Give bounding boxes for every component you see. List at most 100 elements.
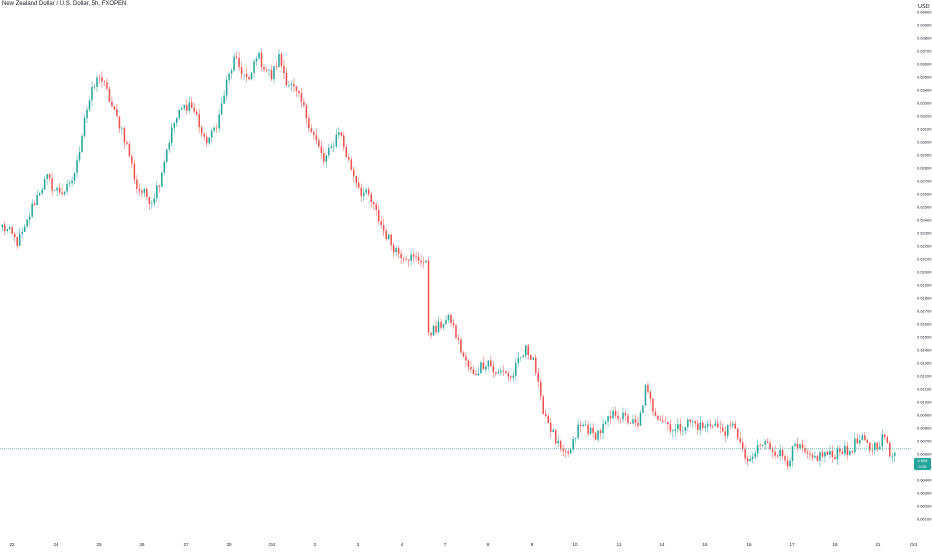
candle-down [826, 452, 829, 455]
candle-up [714, 423, 717, 426]
candle-down [455, 325, 457, 338]
candle-up [183, 105, 186, 109]
candle-down [614, 410, 617, 416]
candle-down [759, 445, 761, 446]
y-tick-label: 0.62100 [917, 257, 932, 262]
candle-down [185, 105, 188, 111]
candle-down [106, 82, 108, 89]
candle-down [238, 57, 240, 68]
candle-down [283, 65, 285, 74]
y-tick-label: 0.63700 [917, 49, 932, 54]
candle-down [746, 458, 749, 462]
candle-down [260, 52, 263, 68]
y-tick-label: 0.60100 [917, 517, 932, 522]
candle-up [432, 325, 435, 336]
candle-up [874, 442, 876, 451]
candle-down [360, 187, 363, 196]
candle-up [66, 183, 68, 192]
candle-up [81, 136, 83, 152]
candle-up [233, 56, 235, 71]
candle-down [599, 430, 602, 434]
candle-down [101, 77, 103, 82]
candle-down [108, 88, 111, 102]
candle-down [320, 146, 323, 153]
candle-down [809, 453, 811, 455]
candle-up [819, 452, 821, 461]
candle-down [215, 127, 218, 129]
candle-up [557, 440, 559, 444]
candle-up [639, 412, 642, 426]
y-tick-label: 0.63800 [917, 36, 932, 41]
candle-down [796, 443, 799, 448]
candle-up [791, 446, 794, 461]
candle-up [604, 421, 607, 424]
candle-up [1, 224, 4, 228]
y-tick-label: 0.61300 [917, 361, 932, 366]
candle-down [51, 178, 53, 191]
y-tick-label: 0.63500 [917, 75, 932, 80]
candle-down [831, 450, 834, 458]
candle-up [8, 227, 11, 230]
candle-down [711, 425, 714, 427]
candle-up [836, 448, 839, 460]
candle-down [355, 175, 358, 184]
candle-down [649, 391, 652, 399]
y-tick-label: 0.62400 [917, 218, 932, 223]
candle-up [602, 423, 604, 434]
candle-down [3, 224, 6, 231]
candle-up [632, 419, 634, 424]
candle-down [702, 422, 704, 428]
candle-down [158, 185, 161, 187]
candle-up [607, 416, 609, 422]
candle-up [166, 149, 168, 162]
x-tick-label: 16 [746, 542, 752, 547]
candle-down [298, 90, 300, 93]
candle-up [642, 405, 644, 413]
candle-up [582, 424, 584, 426]
candle-up [677, 424, 679, 430]
candle-up [425, 260, 427, 263]
candle-down [709, 424, 712, 426]
candle-up [707, 424, 709, 427]
y-tick-label: 0.60200 [917, 504, 932, 509]
candle-up [442, 324, 445, 328]
candle-down [736, 428, 739, 439]
x-tick-label: 18 [832, 542, 838, 547]
candle-down [313, 131, 315, 136]
candle-up [43, 178, 46, 190]
candle-down [629, 422, 632, 424]
candle-down [587, 424, 589, 434]
candle-down [270, 69, 273, 80]
x-tick-label: 4 [401, 542, 404, 547]
y-tick-label: 0.63400 [917, 88, 932, 93]
candle-down [13, 233, 16, 238]
candle-down [801, 444, 804, 448]
candle-down [412, 254, 415, 257]
candle-up [86, 109, 88, 119]
candle-down [33, 203, 36, 205]
candle-up [53, 190, 56, 192]
y-tick-label: 0.63900 [917, 23, 932, 28]
candle-down [554, 429, 557, 444]
candle-down [452, 322, 455, 326]
candle-down [195, 111, 198, 115]
y-tick-label: 0.64000 [917, 10, 932, 15]
candle-up [121, 127, 123, 129]
candle-down [567, 451, 569, 454]
candle-down [734, 423, 736, 429]
candle-down [263, 67, 265, 70]
candle-up [228, 73, 230, 80]
candle-down [48, 174, 51, 179]
candle-up [854, 438, 856, 453]
candle-up [879, 446, 881, 449]
candle-down [564, 450, 567, 452]
x-tick-label: 14 [659, 542, 665, 547]
candle-down [116, 109, 118, 117]
candle-down [472, 369, 475, 374]
candle-up [584, 424, 587, 426]
candle-down [492, 366, 495, 373]
candle-up [151, 203, 153, 205]
y-tick-label: 0.61400 [917, 348, 932, 353]
candle-up [517, 357, 520, 364]
candle-down [318, 140, 320, 147]
